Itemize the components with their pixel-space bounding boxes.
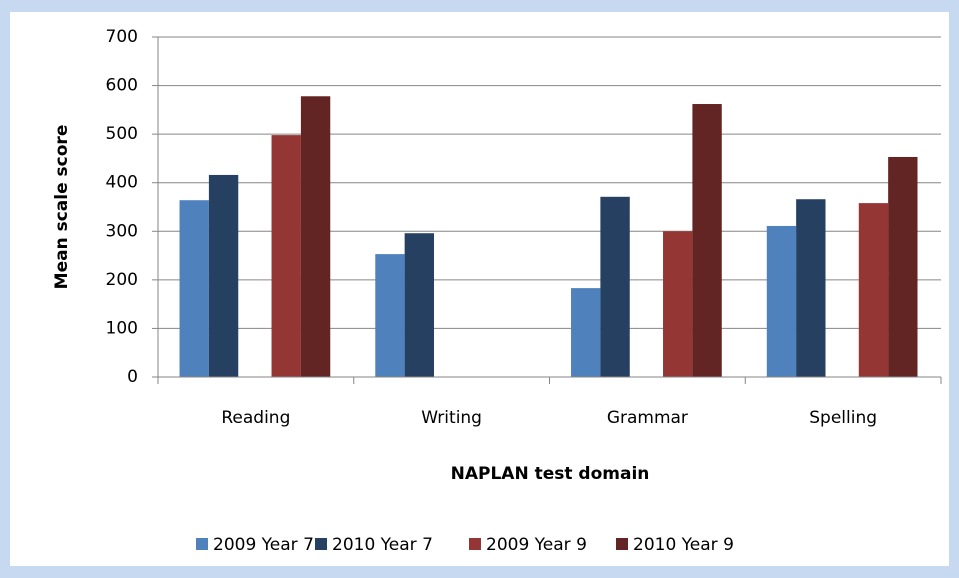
y-tick-label: 500	[106, 124, 138, 144]
bar	[404, 233, 435, 377]
x-tick-label: Grammar	[607, 408, 688, 428]
legend-swatch	[616, 538, 628, 550]
bar	[766, 225, 797, 377]
y-tick-label: 400	[106, 173, 138, 193]
y-tick-label: 600	[106, 76, 138, 96]
y-tick-label: 300	[106, 221, 138, 241]
bar	[271, 135, 301, 377]
bar	[208, 174, 239, 377]
y-tick-label: 200	[106, 270, 138, 290]
legend-swatch	[315, 538, 327, 550]
y-tick-label: 0	[127, 367, 138, 387]
y-tick-label: 100	[106, 318, 138, 338]
bar	[179, 200, 209, 377]
bar	[796, 199, 826, 377]
x-tick-label: Reading	[221, 408, 290, 428]
bar	[663, 231, 693, 377]
legend-swatch	[196, 538, 208, 550]
legend-label: 2009 Year 7	[213, 535, 314, 555]
bar	[888, 156, 918, 377]
legend-label: 2010 Year 9	[633, 535, 734, 555]
bar	[600, 196, 630, 377]
legend-label: 2009 Year 9	[486, 535, 587, 555]
y-axis-title: Mean scale score	[52, 125, 72, 290]
x-axis-title: NAPLAN test domain	[451, 464, 650, 484]
bar	[858, 203, 889, 377]
bar	[375, 254, 405, 377]
bar	[692, 104, 722, 378]
y-tick-label: 700	[106, 27, 138, 47]
bar	[300, 96, 331, 377]
x-tick-label: Writing	[421, 408, 482, 428]
bar	[571, 288, 601, 377]
x-tick-label: Spelling	[809, 408, 877, 428]
legend-label: 2010 Year 7	[332, 535, 433, 555]
legend-swatch	[469, 538, 481, 550]
